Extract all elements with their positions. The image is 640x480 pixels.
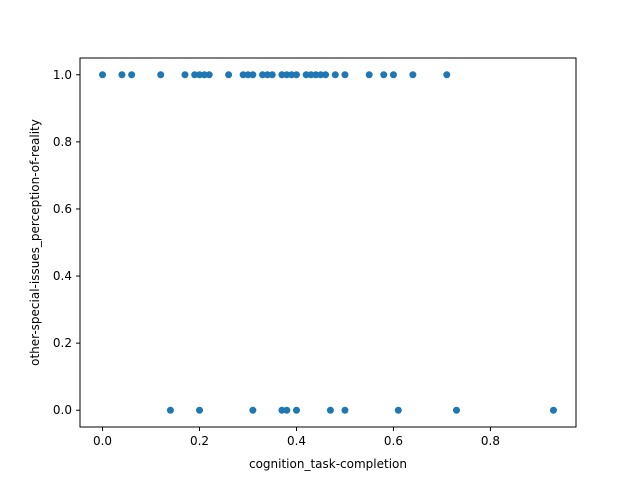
data-point-8 [205,71,213,79]
x-tick-label: 0.4 [287,434,306,448]
data-point-20 [302,71,310,79]
y-tick-label: 0.4 [53,269,72,283]
data-point-36 [283,406,291,414]
data-point-14 [263,71,271,79]
data-point-5 [191,71,199,79]
y-tick-label: 0.8 [53,135,72,149]
data-points [99,71,557,414]
data-point-32 [166,406,174,414]
data-point-35 [278,406,286,414]
data-point-11 [244,71,252,79]
data-point-27 [365,71,373,79]
data-point-40 [394,406,402,414]
data-point-29 [389,71,397,79]
data-point-25 [331,71,339,79]
data-point-42 [549,406,557,414]
data-point-28 [380,71,388,79]
data-point-2 [128,71,136,79]
data-point-26 [341,71,349,79]
data-point-41 [452,406,460,414]
data-point-12 [249,71,257,79]
data-point-24 [322,71,330,79]
data-point-31 [443,71,451,79]
data-point-19 [292,71,300,79]
data-point-18 [288,71,296,79]
axis-ticks: 0.0 0.2 0.4 0.6 0.8 0.0 0.2 0.4 0.6 0.8 1.0 [53,68,500,448]
data-point-9 [225,71,233,79]
data-point-33 [196,406,204,414]
x-axis-label: cognition_task-completion [249,457,407,471]
data-point-10 [239,71,247,79]
data-point-4 [181,71,189,79]
data-point-6 [196,71,204,79]
data-point-1 [118,71,126,79]
data-point-22 [312,71,320,79]
data-point-21 [307,71,315,79]
data-point-17 [283,71,291,79]
data-point-16 [278,71,286,79]
data-point-34 [249,406,257,414]
y-tick-label: 0.6 [53,202,72,216]
x-tick-label: 0.0 [93,434,112,448]
data-point-13 [259,71,267,79]
data-point-38 [326,406,334,414]
y-tick-label: 0.2 [53,336,72,350]
data-point-39 [341,406,349,414]
plot-area-frame [79,57,577,428]
data-point-23 [317,71,325,79]
x-tick-label: 0.2 [190,434,209,448]
data-point-37 [292,406,300,414]
x-tick-label: 0.6 [384,434,403,448]
y-tick-label: 0.0 [53,403,72,417]
x-tick-label: 0.8 [481,434,500,448]
data-point-3 [157,71,165,79]
y-tick-label: 1.0 [53,68,72,82]
data-point-7 [200,71,208,79]
y-axis-label: other-special-issues_perception-of-reali… [28,119,42,366]
data-point-0 [99,71,107,79]
data-point-15 [268,71,276,79]
data-point-30 [409,71,417,79]
